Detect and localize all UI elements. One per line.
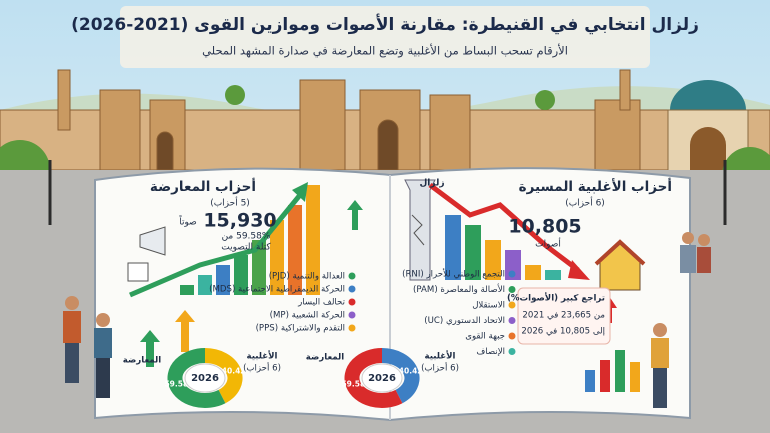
donut-value: 40.42: [399, 366, 423, 375]
majority-heading: أحزاب الأغلبية المسيرة: [519, 178, 672, 195]
donut-sublabel: (6 أحزاب): [421, 362, 459, 374]
mosque: [667, 80, 749, 181]
legend-dot: [508, 317, 516, 324]
legend-dot: [348, 311, 356, 319]
donut-label: المعارضة: [123, 356, 162, 366]
party-name: جبهة القوى: [465, 332, 505, 342]
party-name: تحالف اليسار: [297, 298, 345, 308]
callout-from: من 23,665 في 2021: [522, 311, 605, 321]
donut-center: 2026: [191, 373, 219, 384]
title: زلزال انتخابي في القنيطرة: مقارنة الأصوا…: [71, 14, 699, 35]
opposition-count: (5 أحزاب): [210, 197, 250, 209]
lamps: [48, 160, 727, 225]
legend-dot: [508, 270, 516, 278]
legend-dot: [508, 286, 516, 293]
city-walls: [0, 69, 770, 171]
majority-total: 10,805: [508, 216, 581, 238]
opposition-share: 59.58% من: [222, 232, 271, 242]
quake-tag: زلزال: [419, 179, 444, 189]
party-name: الاستقلال: [472, 301, 505, 311]
legend-dot: [348, 298, 356, 306]
opposition-share-note: كتلة التصويت: [221, 243, 271, 253]
donut-value: 59.58: [341, 380, 365, 389]
legend-dot: [348, 285, 356, 293]
legend-dot: [348, 324, 356, 332]
donut-label: الأغلبية: [247, 351, 278, 362]
opposition-total-unit: صوتاً: [178, 215, 197, 228]
legend-dot: [508, 301, 516, 309]
party-name: الحركة الشعبية (MP): [270, 311, 345, 321]
opposition-chart: [127, 182, 363, 367]
party-name: التقدم والاشتراكية (PPS): [256, 324, 345, 334]
board: [94, 167, 691, 422]
legend-dot: [508, 332, 516, 340]
subtitle: الأرقام تسحب البساط من الأغلبية وتضع الم…: [202, 44, 568, 59]
donut-hole: [361, 363, 403, 393]
opposition-party-list: العدالة والتنمية (PJD) الحركة الديمقراطية…: [209, 272, 356, 334]
party-name: العدالة والتنمية (PJD): [269, 272, 345, 282]
people: [63, 232, 711, 408]
party-name: التجمع الوطني للأحرار (RNI): [402, 268, 505, 280]
donut-label: الأغلبية: [425, 351, 456, 362]
opposition-total: 15,930: [203, 210, 276, 232]
donut-value: 40.42: [222, 366, 246, 375]
party-name: الإنصاف: [476, 347, 505, 357]
donut-segment: [381, 348, 420, 404]
donut-segment: [204, 348, 243, 404]
donut-sublabel: (6 أحزاب): [243, 362, 281, 374]
donut-center: 2026: [368, 373, 396, 384]
party-name: الأصالة والمعاصرة (PAM): [413, 283, 505, 295]
legend-dot: [508, 348, 516, 355]
title-backdrop: [120, 6, 650, 68]
party-name: الحركة الديمقراطية الاجتماعية (MDS): [209, 285, 345, 295]
party-name: الاتحاد الدستوري (UC): [424, 316, 505, 326]
majority-party-list: التجمع الوطني للأحرار (RNI) الأصالة والمع…: [402, 268, 516, 357]
callout-to: إلى 10,805 في 2026: [521, 327, 605, 337]
callout-title: تراجع كبير (الأصوات%): [507, 293, 605, 304]
majority-total-unit: أصوات: [535, 238, 561, 250]
callout-box: [517, 287, 611, 345]
donut-hole: [184, 363, 226, 393]
donut-value: 59.58: [164, 380, 188, 389]
donut-label: المعارضة: [306, 353, 345, 363]
majority-count: (6 أحزاب): [565, 197, 605, 209]
donut-segment: [344, 348, 403, 408]
majority-chart: [404, 179, 646, 392]
opposition-heading: أحزاب المعارضة: [150, 178, 256, 195]
donut-segment: [167, 348, 226, 408]
legend-dot: [348, 272, 356, 280]
